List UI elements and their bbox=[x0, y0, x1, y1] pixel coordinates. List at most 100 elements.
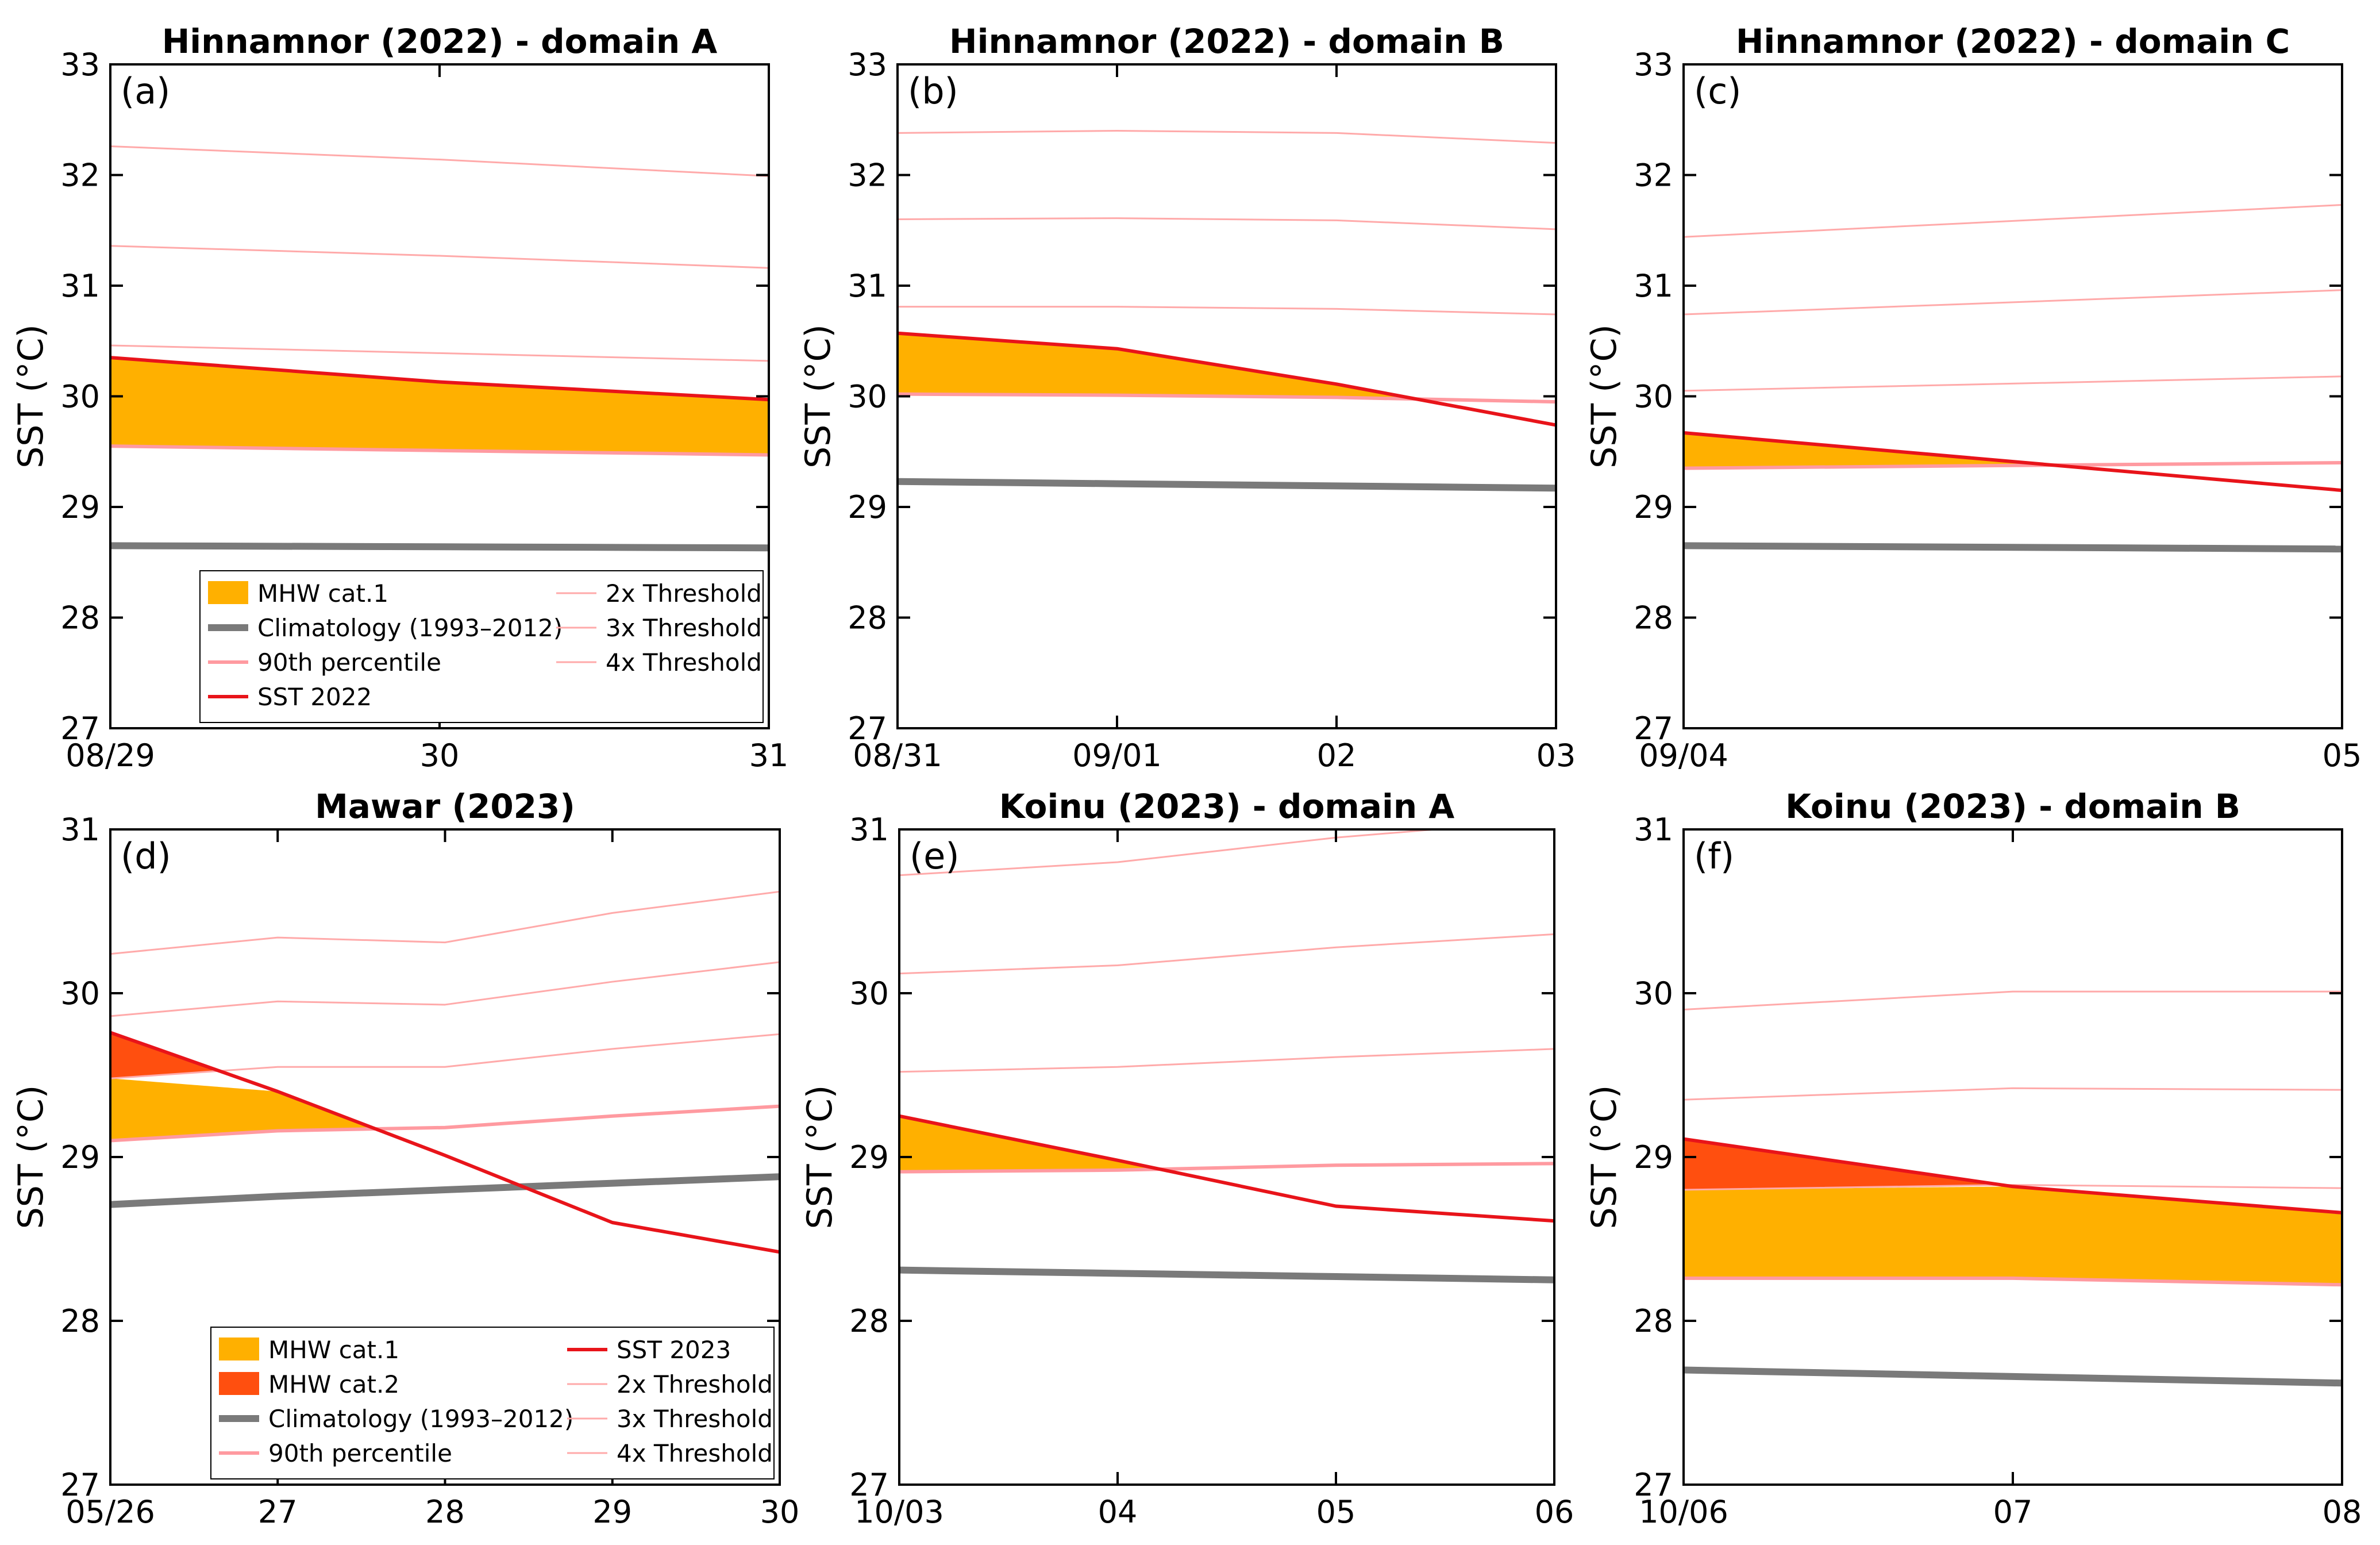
panel-d-ytick-label-4: 31 bbox=[60, 812, 100, 848]
panel-c-p90-line bbox=[1684, 461, 2342, 470]
panel-e-t3-line bbox=[899, 933, 1554, 975]
panel-a-legend-box bbox=[199, 570, 764, 723]
panel-d-legend: MHW cat.1 MHW cat.2 Climatology (1993–2012… bbox=[210, 1327, 775, 1479]
panel-e-t2-line bbox=[899, 1048, 1554, 1073]
panel-a-ylabel: SST (°C) bbox=[11, 324, 51, 468]
panel-d-ytick-label-3: 30 bbox=[60, 975, 100, 1012]
panel-d-sst-line bbox=[110, 1031, 780, 1254]
panel-e-t4-line bbox=[899, 829, 1446, 877]
panel-d-legend-clim-label: Climatology (1993–2012) bbox=[268, 1405, 573, 1433]
panel-c: 27 28 29 30 31 32 33 09/04 05 Hinnamnor (2022) - … bbox=[1584, 22, 2362, 774]
panel-f-ytick-label-1: 28 bbox=[1634, 1303, 1673, 1339]
panel-a-ytick-label-4: 31 bbox=[60, 268, 100, 304]
panel-f-panel-label: (f) bbox=[1694, 835, 1734, 877]
panel-c-t3-line bbox=[1684, 289, 2342, 316]
panel-d-legend-cat2-swatch bbox=[219, 1372, 259, 1395]
panel-c-ytick-label-2: 29 bbox=[1634, 489, 1673, 525]
panel-f-ytick-label-4: 31 bbox=[1634, 812, 1673, 848]
panel-a-legend-t4-label: 4x Threshold bbox=[606, 648, 762, 677]
panel-f: 27 28 29 30 31 10/06 07 08 Koinu (2023) - domain… bbox=[1584, 787, 2362, 1530]
panel-f-ytick-label-0: 27 bbox=[1634, 1467, 1673, 1503]
panel-e-xtick-label-1: 04 bbox=[1098, 1494, 1138, 1530]
panel-a-plot-area bbox=[110, 145, 769, 552]
panel-f-plot-area bbox=[1684, 990, 2342, 1387]
panel-c-xtick-label-0: 09/04 bbox=[1639, 737, 1728, 774]
panel-d-t2-line bbox=[110, 1033, 780, 1079]
panel-a-ytick-label-1: 28 bbox=[60, 600, 100, 636]
panel-b-ylabel: SST (°C) bbox=[798, 324, 838, 468]
panel-b-title: Hinnamnor (2022) - domain B bbox=[949, 22, 1504, 61]
panel-d-legend-t4-label: 4x Threshold bbox=[617, 1439, 773, 1467]
panel-b-ytick-label-6: 33 bbox=[848, 47, 887, 83]
panel-e-ytick-label-0: 27 bbox=[849, 1467, 889, 1503]
panel-e-climatology-line bbox=[899, 1266, 1554, 1283]
panel-c-t2-line bbox=[1684, 375, 2342, 392]
panel-b-ytick-label-4: 31 bbox=[848, 268, 887, 304]
panel-f-t3-line bbox=[1684, 1087, 2342, 1101]
panel-d-xtick-label-1: 27 bbox=[258, 1494, 298, 1530]
panel-e-ylabel: SST (°C) bbox=[800, 1085, 840, 1229]
panel-b-xtick-label-3: 03 bbox=[1536, 737, 1576, 774]
panel-d-plot-area bbox=[110, 890, 780, 1254]
panel-f-climatology-line bbox=[1684, 1366, 2342, 1387]
panel-e-ytick-label-3: 30 bbox=[849, 975, 889, 1012]
panel-d-xtick-label-3: 29 bbox=[592, 1494, 632, 1530]
panel-c-ytick-label-5: 32 bbox=[1634, 157, 1673, 194]
panel-a-climatology-line bbox=[110, 542, 769, 552]
panel-b-ytick-label-3: 30 bbox=[848, 379, 887, 415]
panel-f-sst-line bbox=[1684, 1137, 2342, 1215]
panel-a-legend-t2-label: 2x Threshold bbox=[606, 579, 762, 608]
panel-a-legend-clim-label: Climatology (1993–2012) bbox=[257, 614, 563, 642]
panel-b-ytick-label-2: 29 bbox=[848, 489, 887, 525]
panel-b-cat1-fill-0 bbox=[898, 333, 1415, 399]
panel-d-climatology-line bbox=[110, 1173, 780, 1208]
panel-b-ytick-label-0: 27 bbox=[848, 710, 887, 747]
panel-b-xtick-label-1: 09/01 bbox=[1072, 737, 1162, 774]
panel-a-ytick-label-6: 33 bbox=[60, 47, 100, 83]
panel-a-title: Hinnamnor (2022) - domain A bbox=[162, 22, 718, 61]
panel-e-ytick-label-1: 28 bbox=[849, 1303, 889, 1339]
panel-a-ytick-label-3: 30 bbox=[60, 379, 100, 415]
panel-a-t4-line bbox=[110, 145, 769, 177]
panel-a-ytick-label-5: 32 bbox=[60, 157, 100, 194]
panel-f-xtick-label-0: 10/06 bbox=[1639, 1494, 1728, 1530]
panel-e-xtick-label-0: 10/03 bbox=[854, 1494, 944, 1530]
panel-f-t4-line bbox=[1684, 990, 2342, 1010]
panel-f-ytick-label-3: 30 bbox=[1634, 975, 1673, 1012]
panel-b-ytick-label-5: 32 bbox=[848, 157, 887, 194]
panel-c-ytick-label-6: 33 bbox=[1634, 47, 1673, 83]
panel-b-sst-line bbox=[898, 331, 1556, 427]
panel-d-legend-cat2-label: MHW cat.2 bbox=[268, 1370, 399, 1398]
panel-a-ytick-label-0: 27 bbox=[60, 710, 100, 747]
panel-f-p90-line bbox=[1684, 1276, 2342, 1287]
panel-c-axes-frame bbox=[1682, 63, 2343, 729]
panel-d-ylabel: SST (°C) bbox=[11, 1085, 51, 1229]
panel-b-climatology-line bbox=[898, 478, 1556, 492]
panel-d-ytick-label-1: 28 bbox=[60, 1303, 100, 1339]
panel-b-plot-area bbox=[898, 130, 1556, 492]
panel-b-t3-line bbox=[898, 217, 1556, 230]
panel-c-xtick-label-1: 05 bbox=[2323, 737, 2362, 774]
panel-e-panel-label: (e) bbox=[910, 835, 960, 877]
panel-b-ytick-label-1: 28 bbox=[848, 600, 887, 636]
panel-a-legend-p90-label: 90th percentile bbox=[257, 648, 441, 677]
panel-a-xtick-label-2: 31 bbox=[749, 737, 789, 774]
panel-d-title: Mawar (2023) bbox=[315, 787, 575, 826]
panel-d-xtick-label-0: 05/26 bbox=[66, 1494, 155, 1530]
panel-c-plot-area bbox=[1684, 203, 2342, 553]
panel-a-cat1-fill-0 bbox=[110, 358, 769, 455]
panel-d-ytick-label-0: 27 bbox=[60, 1467, 100, 1503]
panel-d-p90-line bbox=[110, 1104, 780, 1143]
panel-b-t4-line bbox=[898, 130, 1556, 144]
panel-d-legend-t3-label: 3x Threshold bbox=[617, 1405, 773, 1433]
panel-d-cat2-fill-0 bbox=[110, 1032, 218, 1079]
panel-e-p90-line bbox=[899, 1162, 1554, 1174]
panel-e: 27 28 29 30 31 10/03 04 05 06 Koinu (2023) - doma… bbox=[800, 787, 1574, 1530]
panel-d-legend-cat1-swatch bbox=[219, 1338, 259, 1360]
panel-a-legend-cat1-swatch bbox=[208, 581, 248, 604]
panel-e-plot-area bbox=[899, 829, 1554, 1283]
panel-a-legend: MHW cat.1 Climatology (1993–2012) 90th per… bbox=[199, 570, 764, 723]
panel-d-xtick-label-2: 28 bbox=[425, 1494, 465, 1530]
panel-a-legend-cat1-label: MHW cat.1 bbox=[257, 579, 388, 608]
panel-b: 27 28 29 30 31 32 33 08/31 09/01 02 03 Hinnamnor (2… bbox=[798, 22, 1576, 774]
